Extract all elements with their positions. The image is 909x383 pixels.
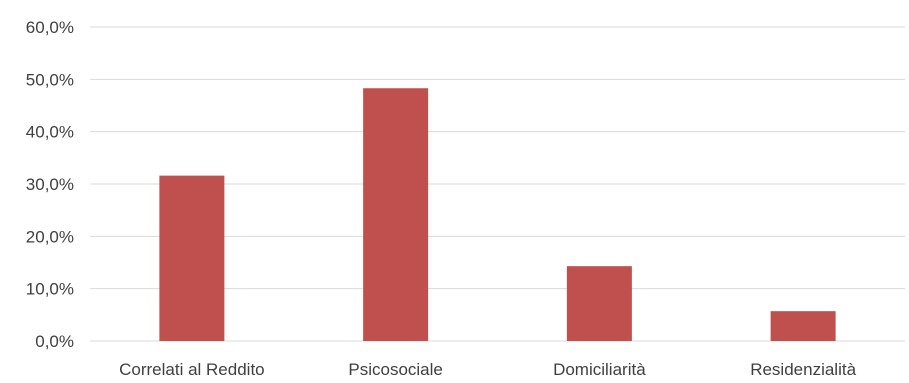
bar <box>159 175 225 341</box>
y-tick-label: 10,0% <box>26 280 74 299</box>
bars <box>159 88 836 341</box>
x-axis-category-labels: Correlati al Reddito Psicosociale Domicili… <box>119 360 856 379</box>
gridlines <box>90 26 905 342</box>
bar <box>770 311 836 341</box>
y-axis-tick-labels: 0,0% 10,0% 20,0% 30,0% 40,0% 50,0% 60,0% <box>26 18 74 351</box>
y-tick-label: 60,0% <box>26 18 74 37</box>
y-tick-label: 0,0% <box>35 332 74 351</box>
y-tick-label: 30,0% <box>26 175 74 194</box>
y-tick-label: 20,0% <box>26 227 74 246</box>
x-category-label: Residenzialità <box>750 360 856 379</box>
y-tick-label: 40,0% <box>26 123 74 142</box>
x-category-label: Correlati al Reddito <box>119 360 265 379</box>
bar <box>566 266 632 341</box>
x-category-label: Domiciliarità <box>553 360 646 379</box>
x-category-label: Psicosociale <box>348 360 443 379</box>
bar <box>363 88 429 341</box>
y-tick-label: 50,0% <box>26 70 74 89</box>
